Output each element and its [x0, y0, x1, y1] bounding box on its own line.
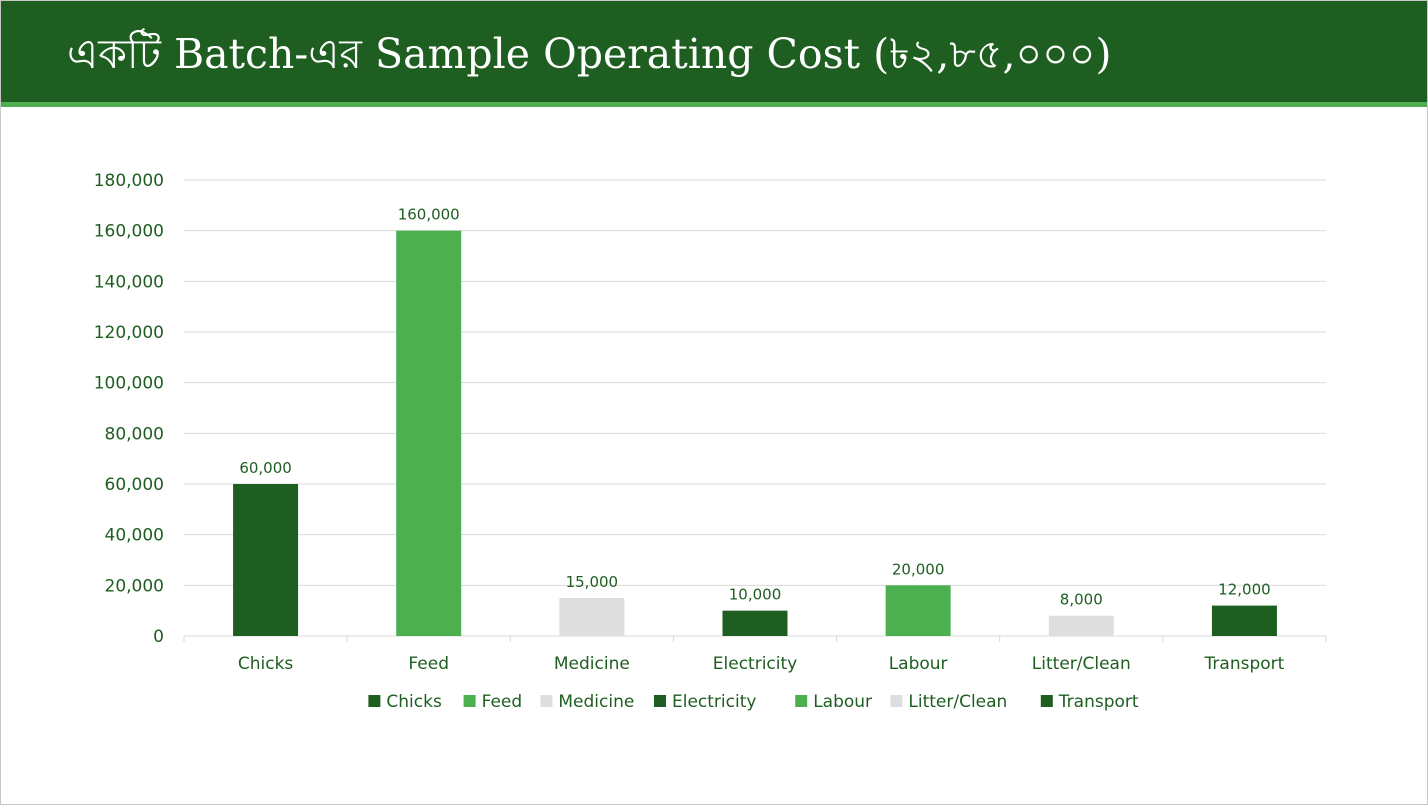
x-tick-label: Chicks: [238, 654, 294, 674]
data-label: 8,000: [1060, 591, 1103, 609]
gridlines: [183, 179, 1327, 642]
legend-swatch: [654, 695, 666, 707]
data-label: 10,000: [729, 586, 782, 604]
x-tick-label: Labour: [889, 654, 948, 674]
bar: [1048, 615, 1114, 636]
legend: Chicks Feed Medicine Electricity Labour Litte…: [368, 692, 1139, 712]
x-tick-label: Feed: [408, 654, 449, 674]
legend-swatch: [795, 695, 808, 707]
legend-label: Labour: [813, 692, 872, 712]
y-tick-label: 100,000: [94, 374, 164, 394]
legend-label: Medicine: [558, 692, 634, 712]
bars: 60,000 160,000 15,000 10,000 20,000 8,000 12,0…: [233, 206, 1277, 636]
data-label: 15,000: [566, 573, 619, 591]
slide-title: একটি Batch-এর Sample Operating Cost (৳২,…: [67, 30, 1112, 78]
legend-label: Feed: [482, 692, 523, 712]
bar: [722, 610, 788, 636]
x-tick-label: Litter/Clean: [1032, 654, 1131, 674]
legend-label: Transport: [1058, 692, 1139, 712]
data-label: 160,000: [398, 206, 460, 224]
x-tick-label: Medicine: [554, 654, 630, 674]
y-tick-label: 80,000: [105, 424, 164, 444]
y-tick-label: 160,000: [94, 222, 164, 242]
legend-swatch: [540, 695, 553, 707]
legend-label: Litter/Clean: [908, 692, 1007, 712]
bar: [396, 230, 462, 636]
title-bar: একটি Batch-এর Sample Operating Cost (৳২,…: [1, 1, 1427, 102]
bar: [233, 484, 299, 636]
bar: [1211, 605, 1277, 636]
data-label: 60,000: [239, 459, 292, 477]
legend-swatch: [1040, 695, 1053, 707]
y-tick-label: 140,000: [94, 272, 164, 292]
data-label: 20,000: [892, 560, 945, 578]
y-tick-label: 120,000: [94, 323, 164, 343]
legend-swatch: [463, 695, 476, 707]
y-tick-label: 20,000: [105, 576, 164, 596]
legend-swatch: [890, 695, 903, 707]
title-accent-line: [1, 102, 1427, 107]
y-tick-label: 0: [153, 627, 164, 647]
bar: [885, 585, 951, 636]
bar: [559, 598, 625, 636]
legend-swatch: [368, 695, 381, 707]
y-tick-label: 180,000: [94, 171, 164, 191]
legend-label: Chicks: [386, 692, 442, 712]
y-tick-label: 40,000: [105, 526, 164, 546]
legend-label: Electricity: [672, 692, 756, 712]
x-tick-label: Electricity: [713, 654, 797, 674]
y-tick-label: 60,000: [105, 475, 164, 495]
x-tick-label: Transport: [1204, 654, 1285, 674]
data-label: 12,000: [1218, 581, 1271, 599]
y-axis-ticks: 0 20,000 40,000 60,000 80,000 100,000 120,000 1…: [94, 171, 164, 647]
x-axis-ticks: Chicks Feed Medicine Electricity Labour Litte…: [238, 654, 1285, 674]
